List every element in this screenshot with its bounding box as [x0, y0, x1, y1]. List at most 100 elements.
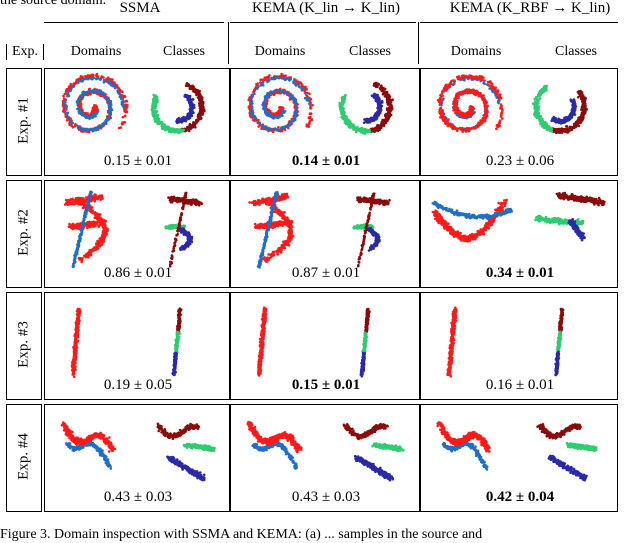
class-3-points [354, 455, 394, 482]
class-2-points [556, 331, 562, 355]
domains-scatter [235, 183, 324, 267]
error-score: 0.87 ± 0.01 [231, 265, 421, 282]
class-1-points [176, 307, 183, 334]
classes-scatter [328, 295, 415, 379]
result-panel: 0.14 ± 0.01 [230, 68, 420, 176]
result-panel: 0.43 ± 0.03 [230, 404, 420, 512]
experiment-label-cell [6, 180, 42, 288]
result-panel: 0.15 ± 0.01 [230, 292, 420, 400]
method-header-kema-lin: KEMA (K_lin → K_lin) [236, 0, 416, 17]
error-score: 0.43 ± 0.03 [231, 489, 421, 506]
classes-scatter [328, 183, 415, 267]
subheader-classes-3: Classes [536, 44, 616, 60]
method-header-ssma: SSMA [60, 0, 220, 17]
experiment-label-cell [6, 292, 42, 400]
domains-scatter [425, 295, 518, 379]
classes-scatter [522, 407, 613, 491]
class-3-points [178, 226, 194, 252]
classes-scatter [140, 295, 225, 379]
class-1-points [364, 308, 371, 334]
class-3-points [166, 456, 206, 482]
class-1-points [551, 90, 588, 134]
domain-a-points [437, 74, 504, 133]
header-rule-ssma [44, 22, 224, 23]
domains-scatter [425, 71, 518, 155]
class-3-points [363, 93, 384, 125]
class-1-points [556, 192, 606, 207]
subheader-domains-2: Domains [240, 44, 320, 60]
result-panel: 0.42 ± 0.04 [420, 404, 618, 512]
class-2-points [534, 215, 584, 227]
classes-scatter [522, 295, 613, 379]
error-score: 0.19 ± 0.05 [45, 377, 231, 394]
classes-scatter [522, 183, 613, 267]
error-score: 0.15 ± 0.01 [45, 153, 231, 170]
class-1-points [343, 423, 389, 440]
domain-a-points [64, 193, 109, 263]
class-2-points [151, 94, 185, 134]
error-score: 0.23 ± 0.06 [421, 153, 619, 170]
error-score: 0.15 ± 0.01 [231, 377, 421, 394]
result-panel: 0.87 ± 0.01 [230, 180, 420, 288]
error-score: 0.34 ± 0.01 [421, 265, 619, 282]
domains-scatter [425, 407, 518, 491]
subheader-classes-1: Classes [148, 44, 220, 60]
class-1-points [536, 423, 582, 440]
domains-scatter [235, 407, 324, 491]
class-2-points [361, 332, 368, 355]
result-panel: 0.23 ± 0.06 [420, 68, 618, 176]
subheader-domains-3: Domains [436, 44, 516, 60]
domain-a-points [436, 421, 490, 453]
exp-column-header: Exp. [6, 44, 44, 60]
class-2-points [338, 94, 371, 135]
domains-scatter [425, 183, 518, 267]
domain-a-points [446, 306, 457, 377]
classes-scatter [140, 407, 225, 491]
error-score: 0.16 ± 0.01 [421, 377, 619, 394]
error-score: 0.14 ± 0.01 [231, 153, 421, 170]
error-score: 0.42 ± 0.04 [421, 489, 619, 506]
subheader-domains-1: Domains [56, 44, 136, 60]
class-2-points [183, 443, 216, 453]
header-divider-1 [228, 22, 229, 64]
class-2-points [174, 331, 181, 355]
result-panel: 0.15 ± 0.01 [44, 68, 230, 176]
domain-a-points [248, 193, 294, 263]
classes-scatter [522, 71, 613, 155]
domains-scatter [49, 183, 136, 267]
experiment-label-cell [6, 404, 42, 512]
domain-a-points [432, 199, 508, 243]
class-3-points [548, 455, 588, 482]
domains-scatter [49, 295, 136, 379]
classes-scatter [140, 183, 225, 267]
class-3-points [554, 351, 560, 377]
result-panel: 0.34 ± 0.01 [420, 180, 618, 288]
class-3-points [171, 352, 178, 376]
experiment-label-cell [6, 68, 42, 176]
subheader-classes-2: Classes [330, 44, 410, 60]
domain-a-points [71, 308, 82, 378]
caption-bottom-fragment: Figure 3. Domain inspection with SSMA an… [0, 527, 482, 543]
class-2-points [532, 85, 553, 133]
class-3-points [175, 94, 195, 124]
result-panel: 0.86 ± 0.01 [44, 180, 230, 288]
classes-scatter [328, 407, 415, 491]
class-2-points [566, 442, 598, 452]
class-3-points [366, 227, 381, 252]
result-panel: 0.43 ± 0.03 [44, 404, 230, 512]
class-3-points [550, 98, 577, 125]
domains-scatter [49, 407, 136, 491]
method-header-kema-rbf: KEMA (K_RBF → K_lin) [430, 0, 630, 17]
header-divider-2 [418, 22, 419, 64]
class-3-points [360, 352, 367, 378]
domain-a-points [257, 306, 267, 376]
domain-a-points [62, 73, 129, 133]
class-2-points [371, 442, 404, 452]
domains-scatter [235, 295, 324, 379]
class-1-points [157, 423, 201, 441]
classes-scatter [140, 71, 225, 155]
error-score: 0.43 ± 0.03 [45, 489, 231, 506]
header-rule-kema-lin [230, 22, 416, 23]
domains-scatter [235, 71, 324, 155]
domain-a-points [247, 73, 313, 134]
